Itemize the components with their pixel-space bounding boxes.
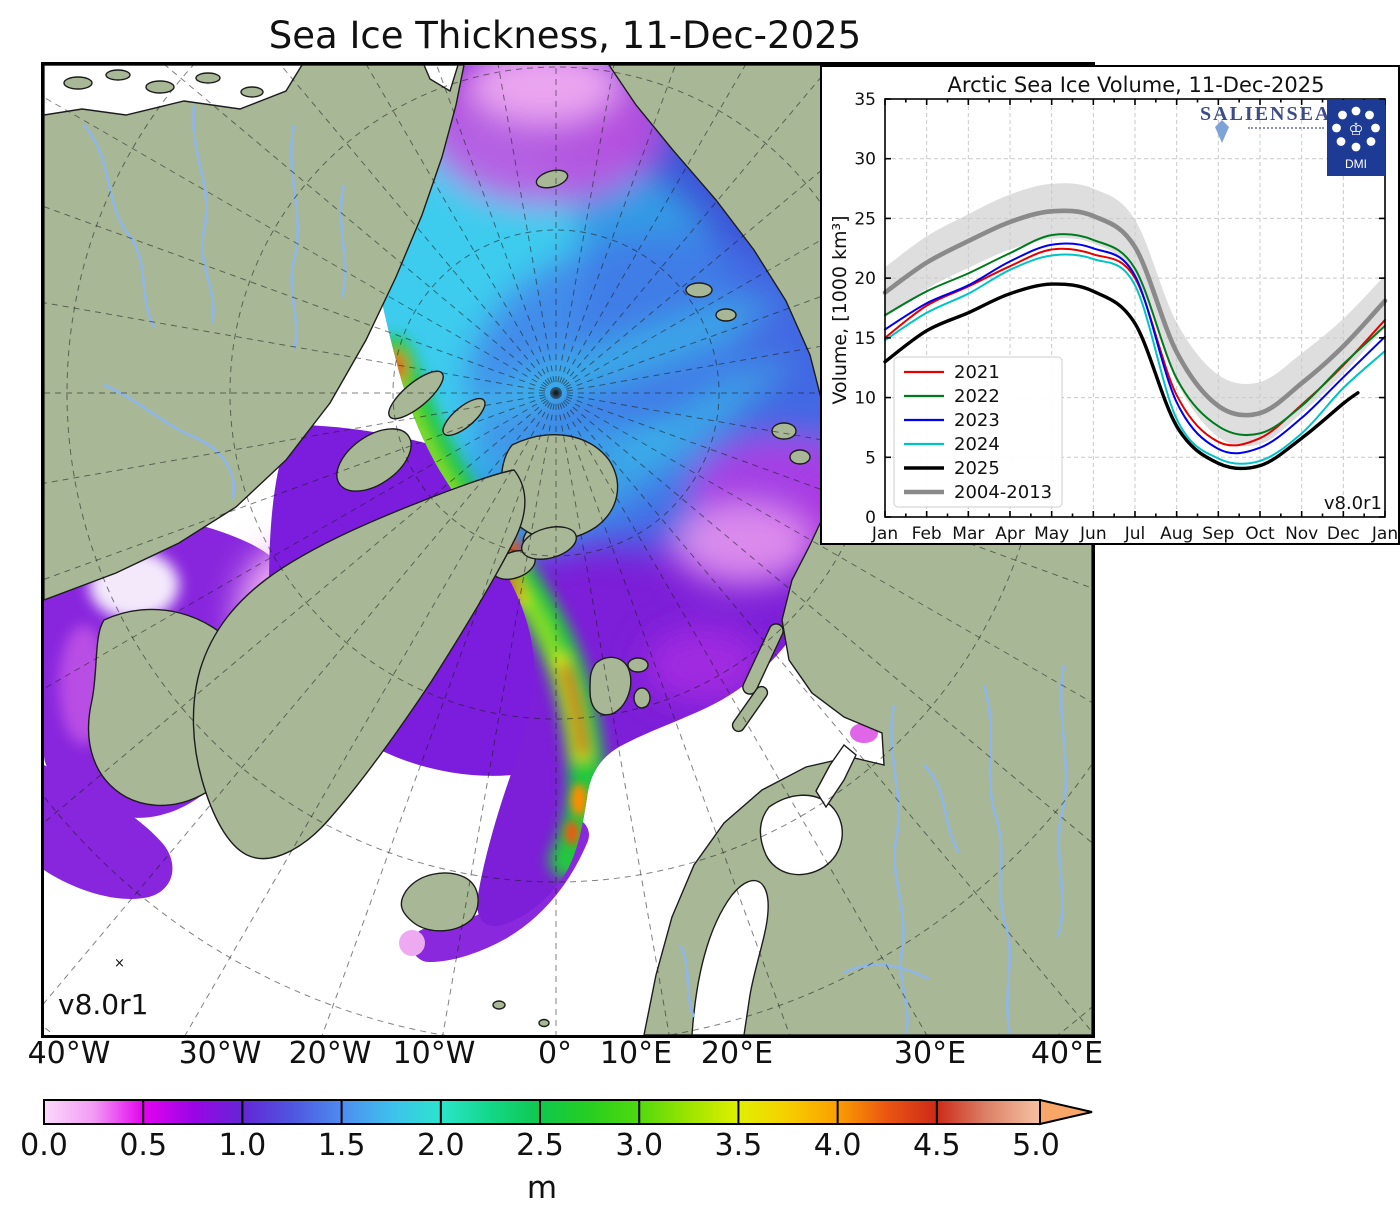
svg-text:Apr: Apr xyxy=(995,524,1024,543)
dmi-star-circle xyxy=(1332,106,1380,152)
colorbar-tick-label: 0.5 xyxy=(119,1128,168,1163)
svalbard xyxy=(589,656,632,716)
colorbar-tick-label: 5.0 xyxy=(1012,1128,1060,1163)
volume-chart-graphic: Jan Feb Mar Apr May Jun Jul Aug Sep Oct Nov Dec Jan0… xyxy=(854,90,1398,544)
colorbar-tick-label: 3.0 xyxy=(615,1128,664,1163)
climatology-band xyxy=(885,183,1385,447)
svg-text:0: 0 xyxy=(865,508,876,528)
svg-text:Jul: Jul xyxy=(1124,524,1146,543)
svg-text:Sep: Sep xyxy=(1202,524,1234,543)
salienseas-logo: SALIENSEAS xyxy=(1200,103,1345,125)
legend-label-2023: 2023 xyxy=(954,410,1000,431)
series-line-2004-2013 xyxy=(882,208,1388,418)
novaya-zemlya xyxy=(742,623,784,695)
series-line-2022 xyxy=(884,233,1386,437)
rivers xyxy=(83,104,1068,1034)
colorbar-tick-label: 2.5 xyxy=(516,1128,564,1163)
map-longitude-label: 20°W xyxy=(288,1036,372,1071)
map-longitude-label: 0° xyxy=(537,1036,573,1071)
map-longitude-label: 10°E xyxy=(599,1036,673,1071)
svg-text:May: May xyxy=(1034,524,1069,543)
legend-label-2024: 2024 xyxy=(954,434,1000,455)
svg-text:Aug: Aug xyxy=(1160,524,1193,543)
legend-label-2022: 2022 xyxy=(954,386,1000,407)
wrangel-island xyxy=(535,169,569,189)
map-longitude-label: 40°W xyxy=(27,1036,111,1071)
colorbar-tick-label: 1.5 xyxy=(317,1128,366,1163)
dmi-crown-icon: ♔ xyxy=(1348,120,1363,140)
inset-version-label: v8.0r1 xyxy=(1323,493,1382,514)
map-longitude-label: 30°W xyxy=(178,1036,262,1071)
map-longitude-label: 10°W xyxy=(392,1036,476,1071)
dmi-text: DMI xyxy=(1345,157,1367,171)
sea-ice-map-graphic: × xyxy=(44,65,1092,1035)
colorbar-unit-label: m xyxy=(526,1170,558,1206)
page-title: Sea Ice Thickness, 11-Dec-2025 xyxy=(268,14,862,57)
svg-text:15: 15 xyxy=(854,329,876,349)
svg-text:Nov: Nov xyxy=(1285,524,1318,543)
colorbar-tick-label: 2.0 xyxy=(416,1128,465,1163)
svg-text:5: 5 xyxy=(865,448,876,468)
colorbar-tick-label: 4.5 xyxy=(912,1128,961,1163)
greenland xyxy=(192,469,526,860)
svg-text:10: 10 xyxy=(854,389,876,409)
svg-text:20: 20 xyxy=(854,269,876,289)
map-longitude-label: 20°E xyxy=(700,1036,774,1071)
salienseas-tagline-rule xyxy=(1248,127,1324,129)
banks-island xyxy=(336,428,412,492)
baltic-sea xyxy=(691,879,769,1035)
map-version-label: v8.0r1 xyxy=(58,988,149,1021)
legend-label-2025: 2025 xyxy=(954,458,1000,479)
svg-text:35: 35 xyxy=(854,90,876,110)
north-america-mainland xyxy=(44,65,465,601)
colorbar-tick-label: 0.0 xyxy=(20,1128,68,1163)
svg-text:30: 30 xyxy=(854,150,876,170)
legend-label-2004-2013: 2004-2013 xyxy=(954,482,1052,503)
colorbar-tick-label: 1.0 xyxy=(218,1128,267,1163)
svg-text:Dec: Dec xyxy=(1327,524,1360,543)
chart-tick-labels: Jan Feb Mar Apr May Jun Jul Aug Sep Oct Nov Dec Jan0… xyxy=(854,90,1398,544)
map-longitude-label: 40°E xyxy=(1030,1036,1104,1071)
svg-text:Oct: Oct xyxy=(1245,524,1275,543)
legend-label-2021: 2021 xyxy=(954,362,1000,383)
thickness-colorbar xyxy=(38,1096,1108,1142)
svg-text:Jan: Jan xyxy=(871,524,898,543)
svg-text:Jan: Jan xyxy=(1371,524,1398,543)
map-longitude-label: 30°E xyxy=(893,1036,967,1071)
series-line-2025 xyxy=(883,282,1360,471)
white-sea xyxy=(759,794,843,876)
dmi-logo: ♔ DMI xyxy=(1327,100,1385,176)
sea-ice-thickness-map: × v8.0r1 xyxy=(41,62,1095,1038)
inset-chart-title: Arctic Sea Ice Volume, 11-Dec-2025 xyxy=(947,73,1325,97)
devon-island xyxy=(520,526,578,560)
svg-text:25: 25 xyxy=(854,209,876,229)
chart-axes xyxy=(884,98,1386,518)
chart-legend: 2021 2022 2023 2024 2025 2004-2013 xyxy=(893,356,1063,508)
colorbar-tick-label: 4.0 xyxy=(813,1128,862,1163)
inset-y-axis-label: Volume, [1000 km³] xyxy=(829,215,851,405)
svg-text:Mar: Mar xyxy=(952,524,984,543)
arctic-sea-ice-volume-inset: Jan Feb Mar Apr May Jun Jul Aug Sep Oct Nov Dec Jan 0… xyxy=(820,65,1400,545)
series-line-2023 xyxy=(884,242,1386,455)
series-line-2024 xyxy=(884,253,1386,465)
pole-cross-marker: × xyxy=(114,956,125,971)
salienseas-pin-icon xyxy=(1215,120,1229,143)
svg-text:Feb: Feb xyxy=(912,524,942,543)
iceland xyxy=(400,872,479,932)
colorbar-graphic xyxy=(43,1098,1093,1126)
colorbar-tick-label: 3.5 xyxy=(714,1128,763,1163)
svg-text:Jun: Jun xyxy=(1079,524,1107,543)
